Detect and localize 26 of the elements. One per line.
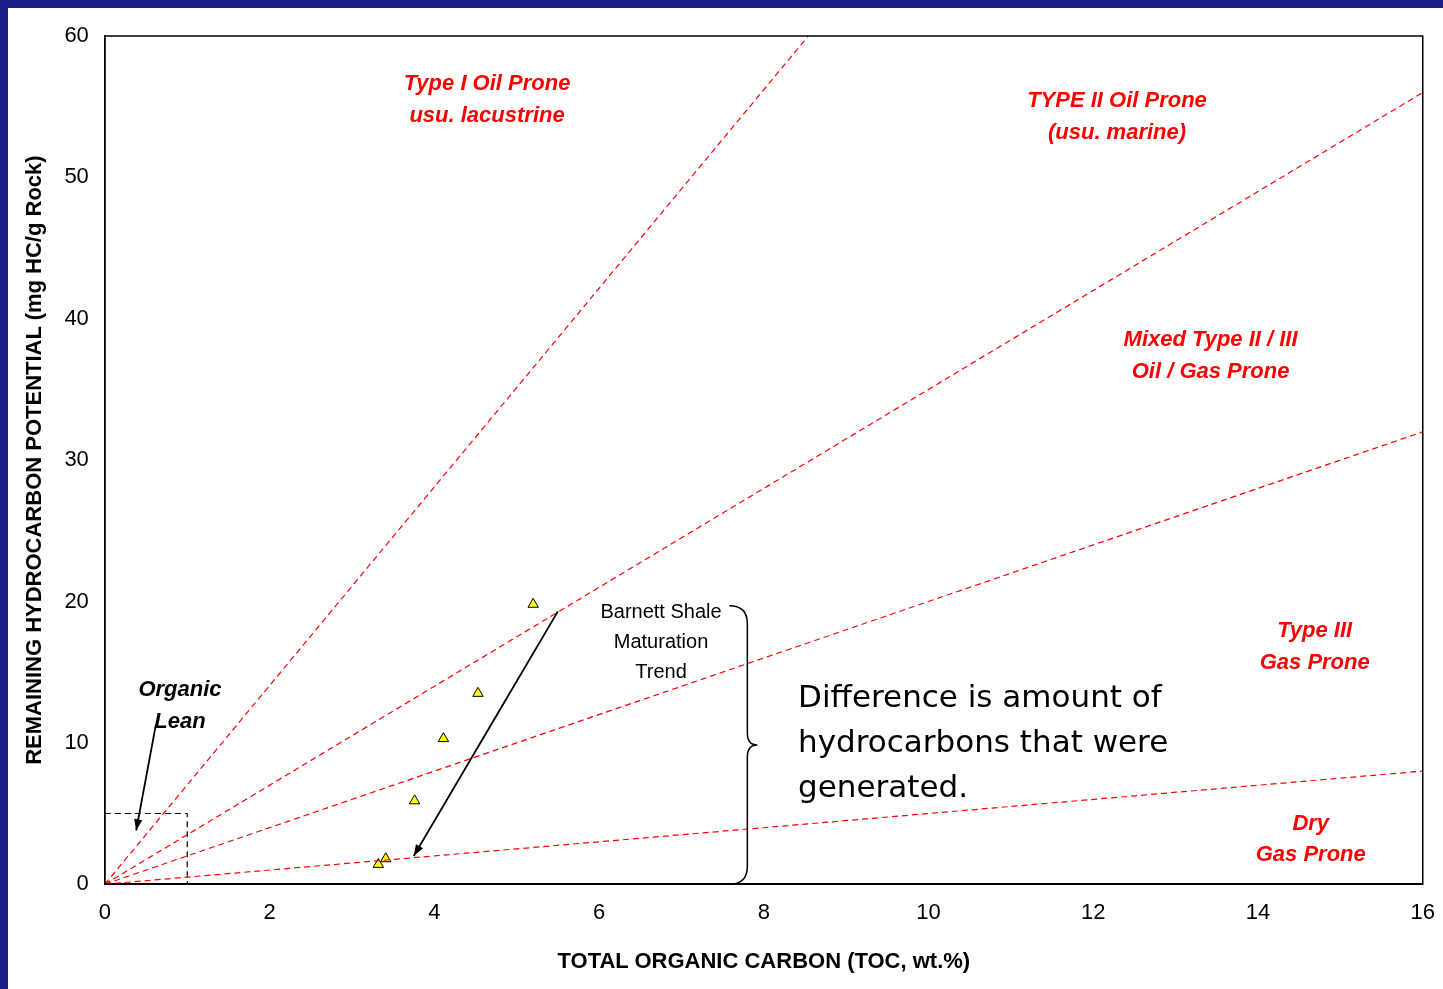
x-tick-label: 10: [916, 899, 941, 925]
x-tick-label: 2: [263, 899, 276, 925]
annotation: Dry Gas Prone: [1255, 809, 1366, 866]
y-tick-label: 10: [64, 728, 89, 754]
annotation: Barnett Shale Maturation Trend: [600, 599, 722, 682]
x-tick-label: 14: [1245, 899, 1271, 925]
y-tick-label: 30: [64, 446, 89, 472]
x-axis-title: TOTAL ORGANIC CARBON (TOC, wt.%): [557, 947, 971, 973]
y-tick-label: 50: [64, 163, 89, 189]
annotation: TYPE II Oil Prone (usu. marine): [1027, 86, 1207, 144]
annotation: Type I Oil Prone usu. lacustrine: [403, 69, 571, 127]
y-tick-label: 60: [64, 22, 89, 48]
x-tick-label: 12: [1081, 899, 1106, 925]
annotation: Organic Lean: [138, 676, 222, 734]
annotation: Mixed Type II / III Oil / Gas Prone: [1123, 325, 1299, 383]
x-tick-label: 8: [757, 899, 770, 925]
annotation: Difference is amount of hydrocarbons that were generated.: [798, 678, 1169, 805]
x-tick-label: 16: [1410, 899, 1436, 925]
annotation: Type III Gas Prone: [1259, 616, 1370, 674]
y-tick-label: 40: [64, 304, 89, 330]
x-tick-label: 4: [428, 899, 441, 925]
y-axis-title: REMAINING HYDROCARBON POTENTIAL (mg HC/g Rock): [21, 155, 47, 765]
x-tick-label: 6: [592, 899, 606, 925]
y-tick-label: 20: [64, 587, 89, 613]
y-tick-label: 0: [76, 870, 89, 896]
x-tick-label: 0: [98, 899, 111, 925]
